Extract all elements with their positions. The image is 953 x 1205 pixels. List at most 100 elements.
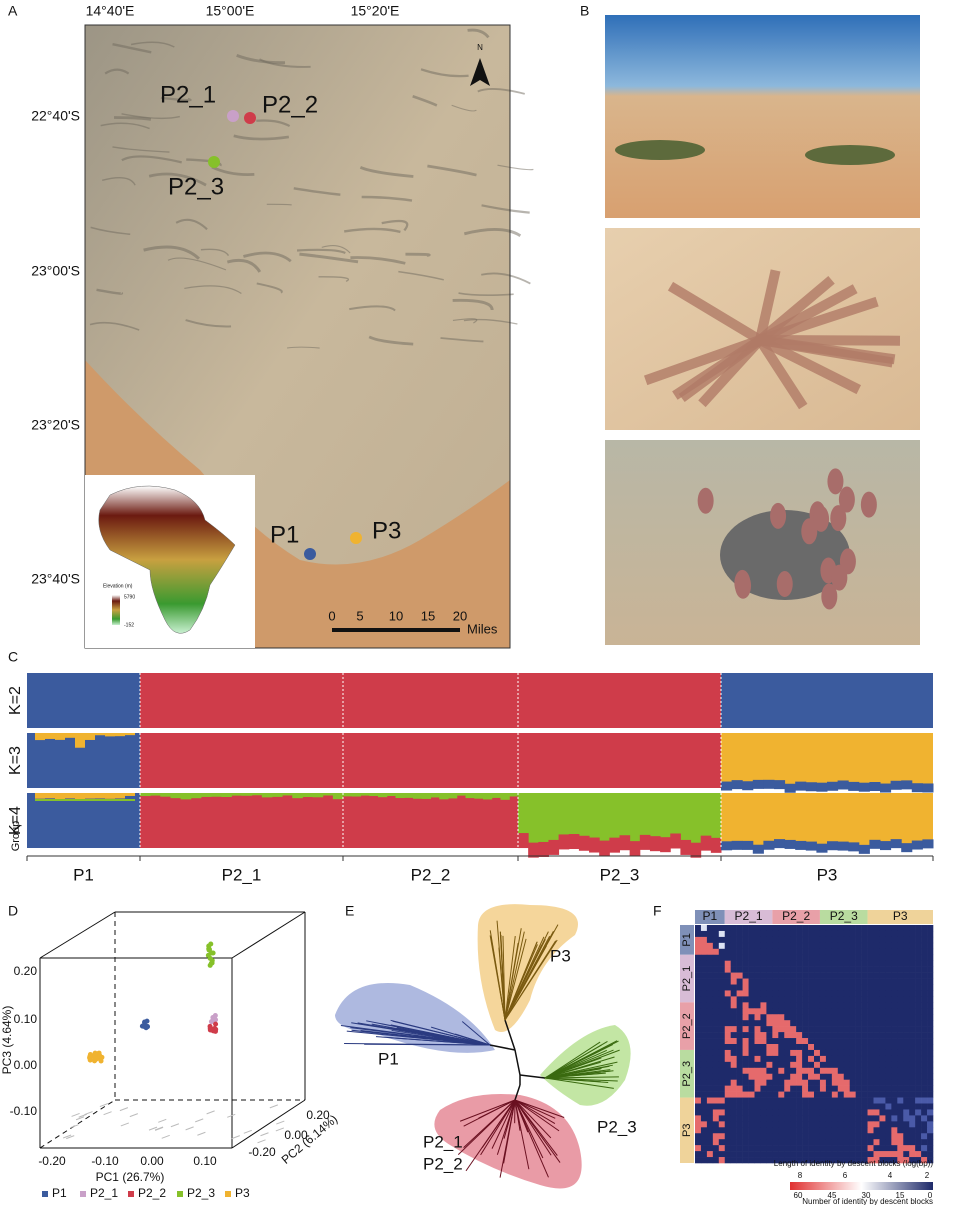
heat-cell	[867, 925, 874, 932]
heat-cell	[808, 1127, 815, 1134]
group-label: P2_2	[681, 1013, 693, 1039]
heat-cell	[748, 1067, 755, 1075]
shadow-point	[71, 1112, 80, 1117]
heat-cell	[867, 1038, 874, 1045]
heat-cell	[837, 1049, 845, 1057]
admixture	[378, 793, 388, 798]
heat-cell	[879, 960, 886, 967]
heat-cell	[754, 930, 761, 938]
heat-cell	[819, 1109, 827, 1116]
shadow-point	[120, 1122, 130, 1127]
heat-cell	[695, 1151, 702, 1158]
heat-cell	[784, 1055, 791, 1063]
admixture	[837, 841, 849, 851]
heat-cell	[849, 1133, 856, 1140]
group-label: P2_3	[830, 909, 858, 923]
heat-cell	[790, 960, 797, 967]
heat-cell	[748, 1115, 755, 1122]
heat-cell	[742, 1133, 749, 1140]
heat-cell	[808, 1067, 815, 1075]
heat-cell	[819, 1044, 827, 1051]
heat-cell	[825, 1008, 833, 1015]
heat-cell	[766, 1079, 773, 1086]
admixture	[180, 793, 192, 800]
heat-cell	[700, 942, 708, 950]
heat-cell	[724, 1079, 731, 1086]
colorbar-tick: 45	[828, 1191, 837, 1200]
branch	[504, 1019, 516, 1051]
heat-cell	[695, 1079, 702, 1086]
heat-cell	[873, 972, 880, 979]
heat-cell	[790, 1073, 797, 1080]
y-axis-label: PC3 (4.64%)	[0, 1006, 14, 1075]
heat-cell	[808, 1109, 815, 1116]
terrain	[440, 337, 484, 343]
terrain	[452, 298, 494, 311]
site-label: P3	[372, 517, 401, 544]
heat-cell	[784, 1151, 791, 1158]
heat-cell	[909, 1002, 916, 1009]
heat-cell	[802, 1091, 809, 1098]
heat-cell	[772, 1121, 779, 1128]
heat-cell	[921, 1008, 928, 1015]
admixture	[509, 793, 519, 797]
heat-cell	[748, 1044, 755, 1051]
heat-cell	[730, 1133, 737, 1140]
clade-label: P2_1	[423, 1132, 463, 1151]
heat-cell	[897, 972, 904, 979]
heat-cell	[695, 966, 702, 973]
heat-cell	[736, 948, 743, 956]
heat-cell	[706, 1103, 714, 1110]
cone	[813, 505, 830, 532]
heat-cell	[802, 1055, 809, 1063]
heat-cell	[825, 1055, 833, 1063]
heat-cell	[772, 1151, 779, 1158]
heat-cell	[736, 1121, 743, 1128]
cluster-block	[343, 673, 518, 728]
heat-cell	[736, 972, 743, 979]
heat-cell	[742, 936, 749, 944]
heat-cell	[825, 1044, 833, 1051]
heat-cell	[927, 1145, 934, 1152]
heat-cell	[754, 1026, 761, 1033]
heat-cell	[867, 1151, 874, 1158]
cluster-block	[721, 793, 933, 848]
terrain	[463, 318, 518, 325]
heat-cell	[855, 1097, 862, 1104]
heat-cell	[891, 1115, 898, 1122]
heat-cell	[742, 1097, 749, 1104]
heat-cell	[784, 1127, 791, 1134]
heat-cell	[903, 1097, 910, 1104]
heat-cell	[825, 1026, 833, 1033]
colorbar	[790, 1182, 933, 1190]
heat-cell	[736, 978, 743, 985]
heat-cell	[873, 978, 880, 985]
longitude-tick: 15°20'E	[351, 3, 400, 19]
admixture	[261, 793, 273, 798]
heat-cell	[861, 1067, 868, 1075]
colorbar-title: Number of identity by descent blocks	[802, 1197, 933, 1205]
heat-cell	[736, 1145, 743, 1152]
heat-cell	[772, 1038, 779, 1045]
heat-cell	[837, 1014, 845, 1021]
heat-cell	[921, 1079, 928, 1086]
heat-cell	[802, 925, 809, 932]
heat-cell	[730, 1055, 737, 1063]
heat-cell	[885, 1038, 892, 1045]
heat-cell	[778, 1067, 785, 1075]
heat-cell	[825, 948, 833, 956]
heat-cell	[825, 1049, 833, 1057]
heat-cell	[903, 1085, 910, 1092]
heat-cell	[772, 1097, 779, 1104]
clade-label: P2_3	[597, 1117, 637, 1136]
heat-cell	[837, 1073, 845, 1080]
heat-cell	[712, 1139, 720, 1146]
heat-cell	[885, 1151, 892, 1158]
heat-cell	[879, 954, 886, 961]
admixture	[901, 780, 913, 790]
group-label: P1	[703, 909, 718, 923]
heat-cell	[879, 966, 886, 973]
terrain	[175, 218, 208, 231]
heat-cell	[742, 1091, 749, 1098]
shadow-point	[227, 1113, 236, 1118]
